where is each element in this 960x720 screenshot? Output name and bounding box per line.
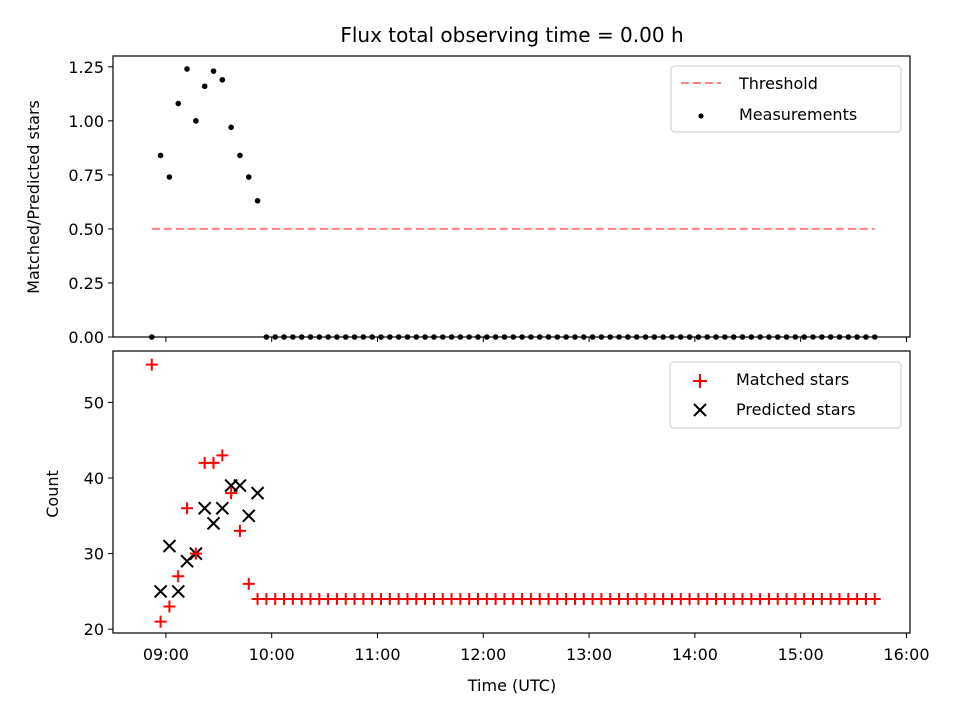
measurement-point [184, 66, 190, 72]
matched-star-marker [868, 592, 881, 605]
counts-legend-box [669, 361, 902, 429]
measurement-point [254, 198, 261, 204]
counts-y-axis-label: Count [43, 470, 62, 518]
matched-star-marker [207, 456, 220, 469]
ratio-y-tick-label: 0.50 [68, 220, 104, 239]
counts-y-tick-label: 40 [84, 469, 104, 488]
ratio-y-axis-label: Matched/Predicted stars [24, 100, 43, 294]
counts-y-tick-label: 50 [84, 393, 104, 412]
counts-y-ticks: 20 30 40 50 [84, 393, 113, 639]
measurement-point [175, 100, 182, 107]
matched-star-marker [225, 487, 238, 500]
predicted-star-marker [197, 501, 212, 515]
measurement-point [193, 118, 199, 124]
matched-star-marker [242, 577, 255, 590]
predicted-star-marker [215, 501, 230, 515]
counts-x-tick-label: 12:00 [460, 645, 506, 664]
matched-star-marker [181, 502, 194, 515]
legend-matched-swatch [693, 374, 707, 388]
counts-axes-frame [112, 350, 911, 634]
ratio-y-tick-label: 0.75 [68, 166, 104, 185]
ratio-y-tick-label: 1.00 [68, 112, 104, 131]
predicted-star-marker [206, 516, 221, 531]
matched-star-marker [172, 570, 185, 583]
legend-measurements-label: Measurements [739, 105, 857, 124]
ratio-legend-box [670, 65, 902, 133]
matched-star-marker [189, 547, 202, 560]
ratio-y-ticks: 0.00 0.25 0.50 0.75 1.00 1.25 [68, 58, 113, 347]
counts-x-tick-label: 16:00 [883, 645, 929, 664]
legend-predicted-swatch [693, 403, 707, 417]
matched-star-marker [216, 449, 229, 462]
predicted-star-marker [153, 584, 168, 599]
measurement-point [237, 152, 243, 159]
predicted-star-marker [242, 509, 256, 523]
measurement-point [201, 83, 208, 90]
measurement-point [219, 76, 226, 83]
measurement-point [166, 174, 173, 180]
matched-star-marker [154, 615, 167, 628]
matched-star-marker [233, 524, 246, 537]
predicted-star-marker [162, 539, 177, 553]
chart-title: Flux total observing time = 0.00 h [340, 23, 683, 47]
matched-stars-points [145, 358, 881, 628]
ratio-y-tick-label: 0.00 [68, 328, 104, 347]
ratio-panel: 0.00 0.25 0.50 0.75 1.00 1.25 Matched/Predict… [24, 55, 911, 347]
x-axis-label: Time (UTC) [467, 676, 556, 695]
counts-y-tick-label: 30 [84, 545, 104, 564]
ratio-y-tick-label: 1.25 [68, 58, 104, 77]
ratio-axes-frame [112, 55, 911, 338]
matched-star-marker [163, 600, 176, 613]
counts-x-tick-label: 10:00 [249, 645, 295, 664]
predicted-star-marker [250, 486, 265, 500]
predicted-star-marker [171, 584, 185, 599]
legend-matched-label: Matched stars [736, 370, 849, 389]
counts-y-tick-label: 20 [84, 620, 104, 639]
ratio-y-tick-label: 0.25 [68, 274, 104, 293]
legend-threshold-label: Threshold [738, 74, 818, 93]
counts-x-tick-label: 11:00 [354, 645, 400, 664]
counts-x-tick-label: 09:00 [143, 645, 189, 664]
predicted-star-marker [233, 478, 247, 493]
counts-legend: Matched stars Predicted stars [669, 361, 902, 429]
counts-x-tick-label: 15:00 [778, 645, 824, 664]
counts-panel: 20 30 40 50 09:00 10:00 11:00 12:00 13:00 14:00 1… [43, 350, 930, 695]
legend-measurements-swatch [698, 113, 704, 119]
measurement-point [157, 152, 164, 159]
matched-star-marker [145, 358, 158, 371]
legend-predicted-label: Predicted stars [736, 400, 856, 419]
measurement-point [210, 68, 217, 74]
counts-x-tick-label: 14:00 [672, 645, 718, 664]
ratio-legend: Threshold Measurements [670, 65, 902, 133]
counts-x-ticks: 09:00 10:00 11:00 12:00 13:00 14:00 15:00 16:00 [143, 633, 930, 664]
counts-x-tick-label: 13:00 [566, 645, 612, 664]
measurement-point [245, 174, 252, 180]
ratio-x-ticks [165, 337, 907, 342]
measurement-point [228, 124, 234, 131]
